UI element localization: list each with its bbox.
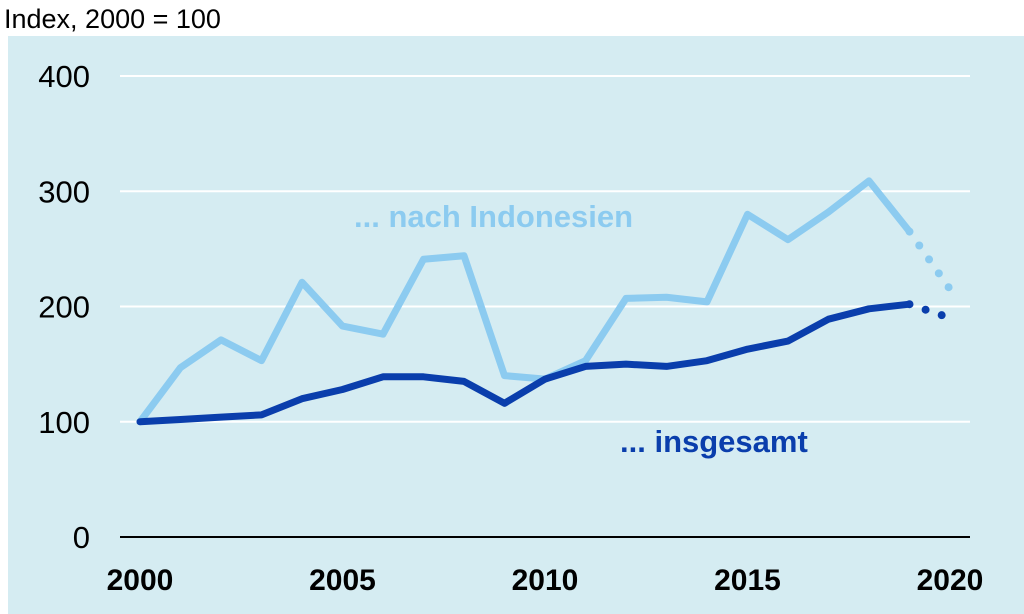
series-projection-0 (905, 227, 954, 294)
y-tick-label: 100 (38, 405, 90, 440)
y-tick-label: 300 (38, 174, 90, 209)
plot-background (8, 36, 1024, 614)
series-line-1 (136, 300, 913, 426)
x-tick-label: 2000 (107, 564, 174, 597)
grid-layer (120, 75, 970, 423)
series-layer (136, 177, 954, 426)
x-tick-label: 2020 (917, 564, 984, 597)
series-label-indonesien: ... nach Indonesien (354, 199, 633, 234)
axis-layer: 0 100 200 300 400 2000 2005 2010 2015 2020 (38, 59, 983, 597)
y-tick-label: 0 (73, 520, 90, 555)
y-tick-label: 200 (38, 290, 90, 325)
x-tick-label: 2010 (512, 564, 579, 597)
series-label-insgesamt: ... insgesamt (620, 424, 808, 459)
y-tick-label: 400 (38, 59, 90, 94)
series-line-0 (136, 177, 913, 426)
series-projection-1 (905, 300, 954, 323)
x-tick-label: 2005 (309, 564, 376, 597)
x-tick-label: 2015 (714, 564, 781, 597)
unit-label: Index, 2000 = 100 (4, 4, 221, 34)
